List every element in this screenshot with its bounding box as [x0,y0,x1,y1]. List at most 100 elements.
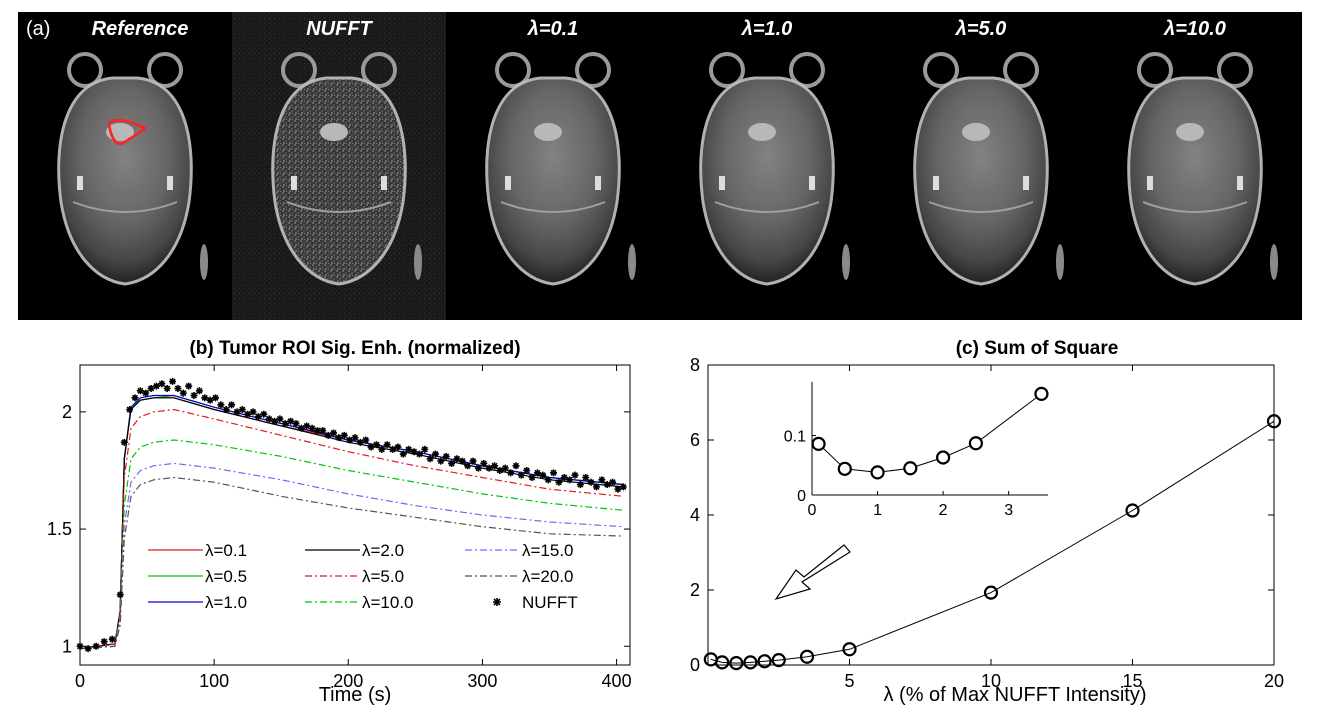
nufft-point [469,457,477,465]
mri-image-2 [485,52,636,286]
nufft-point [206,396,214,404]
series-line-λ=5.0 [79,408,624,650]
nufft-point [587,478,595,486]
nufft-point [147,384,155,392]
nufft-point [281,420,289,428]
nufft-point [448,459,456,467]
x-tick-label: 300 [467,671,497,691]
nufft-point [340,431,348,439]
nufft-point [271,417,279,425]
nufft-point [297,424,305,432]
legend-label: λ=2.0 [362,541,404,560]
nufft-point [533,469,541,477]
nufft-point [100,638,108,646]
nufft-point [512,462,520,470]
nufft-point [308,424,316,432]
legend-label: λ=0.5 [205,567,247,586]
nufft-point [523,466,531,474]
inset-y-tick-label: 0 [797,488,806,505]
nufft-point [474,464,482,472]
nufft-point [292,420,300,428]
eye-right-icon [147,52,183,88]
sum-of-square-line [710,420,1275,664]
bright-spot [595,176,601,190]
nufft-point [372,441,380,449]
nufft-point [351,434,359,442]
nufft-point [399,450,407,458]
arrow-icon [774,544,851,601]
series-line-λ=20.0 [79,476,624,650]
nufft-point [249,408,257,416]
nufft-point [453,455,461,463]
inset-data-point [936,450,951,465]
panel-a-label: (a) [26,18,51,40]
eye-right-icon [1217,52,1253,88]
legend-marker [493,598,501,606]
legend-label: λ=15.0 [522,541,574,560]
nufft-point [539,471,547,479]
nufft-point [367,443,375,451]
column-label-5: λ=10.0 [1164,18,1226,40]
nufft-point [528,474,536,481]
eye-right-icon [1003,52,1039,88]
chart-c-title: (c) Sum of Square [956,338,1119,359]
nufft-point [415,450,423,458]
nufft-point [84,645,92,653]
nufft-point [116,591,124,599]
nufft-point [335,434,343,442]
eye-left-icon [1137,52,1173,88]
nufft-point [287,417,295,425]
brain-band [1142,201,1248,213]
x-tick-label: 0 [75,671,85,691]
legend-label: λ=1.0 [205,593,247,612]
y-tick-label: 8 [690,355,700,375]
legend-label: λ=10.0 [362,593,414,612]
nufft-point [550,469,558,477]
nufft-point [582,474,590,481]
nufft-point [330,429,338,437]
x-tick-label: 15 [1122,671,1142,691]
bright-spot [505,176,511,190]
brain-band [714,201,820,213]
nufft-point [603,481,611,489]
inset-data-point [1034,386,1049,401]
bright-spot [291,176,297,190]
nufft-point [108,635,116,643]
nufft-point [120,438,128,446]
nufft-point [458,457,466,465]
data-point [1266,414,1282,429]
data-point [842,642,857,657]
mri-image-strip-svg [57,12,1278,320]
head-outline [1127,76,1263,286]
nufft-point [491,462,499,470]
y-tick-label: 1 [62,636,72,656]
nufft-point [217,401,225,409]
roi-outline [107,118,148,145]
x-tick-label: 400 [602,671,632,691]
eye-left-icon [923,52,959,88]
legend-label: λ=5.0 [362,567,404,586]
eye-right-icon [575,52,611,88]
inset-data-point [903,461,918,476]
tumor-region [748,123,776,141]
nufft-point [598,476,606,484]
y-tick-label: 4 [690,505,700,525]
nufft-point [319,427,327,435]
nufft-point [501,464,509,472]
eye-right-icon [789,52,825,88]
nufft-point [92,642,100,650]
nufft-point [152,382,160,390]
nufft-point [383,441,391,449]
side-blob [1270,244,1278,280]
mri-image-0 [57,52,208,286]
mri-image-4 [913,52,1064,286]
x-tick-label: 10 [981,671,1001,691]
nufft-point [592,483,600,491]
eye-right-icon [361,52,397,88]
inset-line [818,393,1042,473]
nufft-point [211,394,219,402]
mri-image-strip: (a) Reference NUFFT λ=0.1 λ=1.0 λ=5.0 λ=10.0 [18,12,1302,320]
chart-c-axes-box [707,364,1275,666]
nufft-point [190,391,198,399]
